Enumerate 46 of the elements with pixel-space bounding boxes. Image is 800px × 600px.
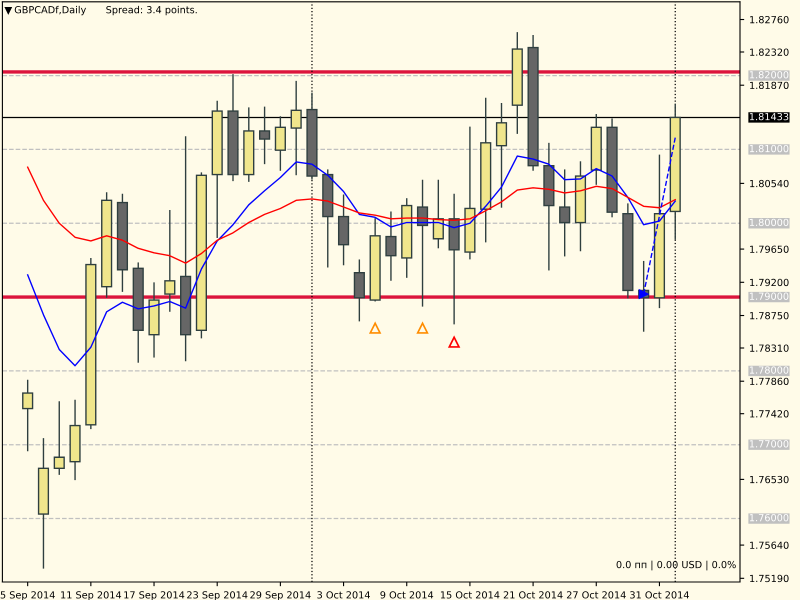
x-tick-label: 27 Oct 2014 (566, 591, 626, 599)
ref-line-label: 1.81000 (750, 144, 788, 152)
y-tick-label: 1.76530 (750, 476, 789, 484)
y-tick-label: 1.78310 (750, 344, 789, 352)
candlestick (559, 169, 570, 256)
y-tick-label: 1.82760 (750, 16, 789, 24)
x-tick-label: 15 Oct 2014 (440, 591, 500, 599)
chart-title: GBPCADf,Daily (14, 6, 86, 16)
ref-line-label: 1.80000 (750, 218, 788, 226)
annotation: Spread: 3.4 points. (106, 6, 197, 16)
x-tick-label: 9 Oct 2014 (380, 591, 434, 599)
ref-line-label: 1.77000 (750, 440, 788, 448)
x-tick-label: 17 Sep 2014 (124, 591, 184, 600)
annotation: 0.0 пп | 0.00 USD | 0.0% (616, 560, 736, 570)
y-tick-label: 1.81870 (750, 82, 789, 90)
ref-line-label: 1.76000 (750, 514, 788, 522)
ref-line-label: 1.81433 (750, 112, 788, 120)
line-series (26, 166, 676, 264)
y-tick-label: 1.78750 (750, 312, 789, 320)
candlestick (274, 116, 286, 171)
y-tick-label: 1.82320 (750, 48, 789, 56)
x-tick-label: 3 Oct 2014 (317, 591, 370, 599)
x-tick-label: 29 Sep 2014 (250, 591, 311, 600)
y-tick-label: 1.79200 (750, 278, 789, 286)
y-tick-label: 1.75640 (750, 542, 789, 549)
y-tick-label: 1.77420 (750, 410, 789, 418)
candlestick (22, 380, 34, 452)
candlestick (496, 102, 508, 208)
candlestick (290, 80, 302, 176)
ref-line-label: 1.79000 (750, 292, 788, 300)
x-tick-label: 5 Sep 2014 (0, 591, 55, 600)
y-tick-label: 1.79650 (750, 246, 789, 253)
x-tick-label: 21 Oct 2014 (504, 591, 563, 599)
candlestick (164, 210, 176, 312)
ref-line-label: 1.82000 (750, 71, 788, 78)
x-tick-label: 11 Sep 2014 (61, 591, 122, 600)
candlestick (432, 180, 444, 248)
y-tick-label: 1.80540 (750, 180, 789, 188)
x-tick-label: 23 Sep 2014 (187, 591, 248, 600)
candlestick (258, 106, 270, 164)
candlestick (385, 211, 397, 281)
x-tick-label: 31 Oct 2014 (630, 591, 689, 599)
y-tick-label: 1.75190 (750, 574, 789, 582)
y-tick-label: 1.77860 (750, 378, 789, 386)
candlestick (54, 401, 65, 475)
ref-line-label: 1.78000 (750, 366, 788, 374)
